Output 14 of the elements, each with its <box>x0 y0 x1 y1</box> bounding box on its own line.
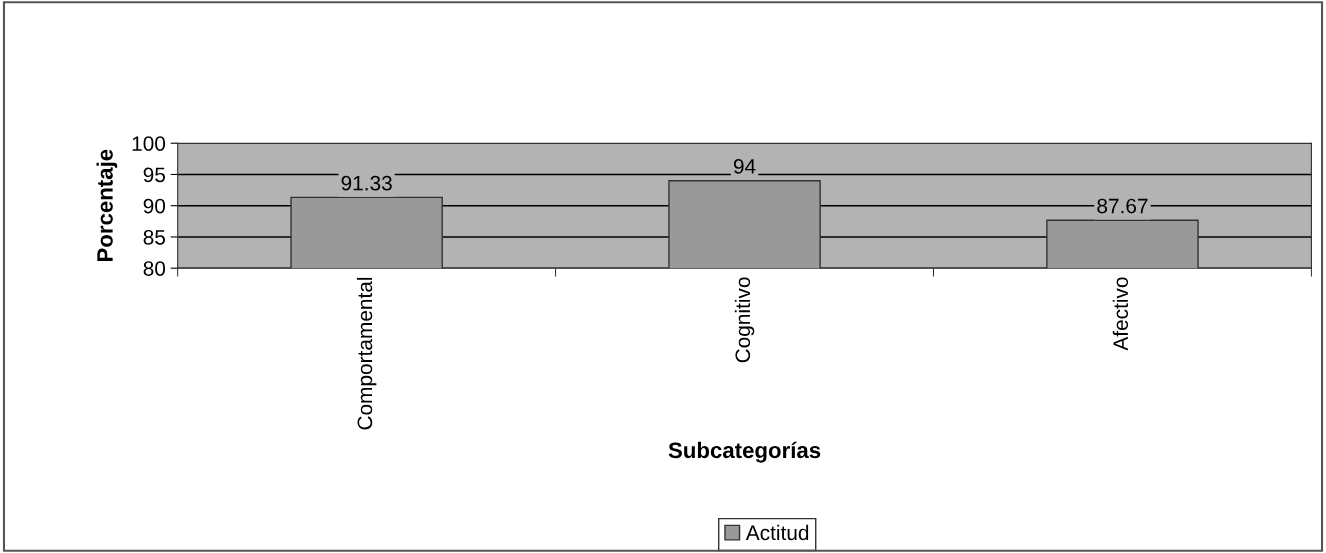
data-label: 87.67 <box>1097 198 1148 214</box>
legend-label: Actitud <box>745 524 809 541</box>
x-tick-label: Afectivo <box>1112 277 1129 351</box>
y-axis-title: Porcentaje <box>96 149 118 262</box>
y-tick-label: 100 <box>132 136 166 151</box>
y-tick-label: 90 <box>143 198 166 214</box>
y-tick-label: 95 <box>143 167 166 183</box>
x-axis-title: Subcategorías <box>668 441 821 463</box>
data-label: 94 <box>733 159 756 174</box>
y-tick-label: 85 <box>143 229 166 245</box>
x-tick-label: Comportamental <box>356 277 377 430</box>
x-tick-label: Cognitivo <box>734 277 755 363</box>
data-label: 91.33 <box>341 175 392 191</box>
y-tick-label: 80 <box>143 261 166 276</box>
